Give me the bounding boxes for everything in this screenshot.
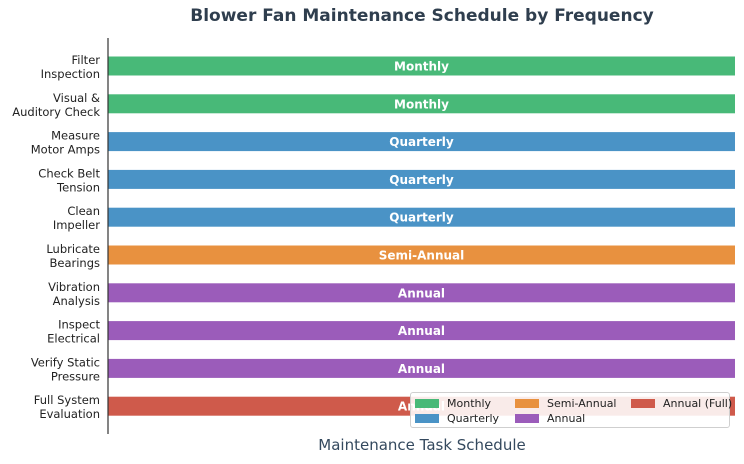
- legend-entry: Monthly: [415, 397, 491, 410]
- legend-label: Annual: [547, 412, 586, 425]
- y-tick-label: Vibration Analysis: [48, 280, 100, 308]
- bar: [108, 56, 735, 76]
- bar-data-label: Quarterly: [389, 211, 454, 225]
- legend-entry: Quarterly: [415, 412, 499, 425]
- legend-swatch: [631, 399, 655, 408]
- legend-swatch: [415, 414, 439, 423]
- y-tick-label: Lubricate Bearings: [46, 242, 100, 270]
- legend-entry: Semi-Annual: [515, 397, 617, 410]
- y-tick-label: Clean Impeller: [53, 204, 100, 232]
- bar-data-label: Monthly: [394, 97, 449, 111]
- legend-swatch: [515, 414, 539, 423]
- bar: [108, 207, 735, 227]
- y-tick-label: Full System Evaluation: [34, 393, 100, 421]
- y-tick-label: Verify Static Pressure: [31, 355, 100, 383]
- legend-swatch: [415, 399, 439, 408]
- y-tick-label: Check Belt Tension: [38, 166, 100, 194]
- bar: [108, 283, 735, 303]
- bar-data-label: Quarterly: [389, 173, 454, 187]
- legend-label: Semi-Annual: [547, 397, 617, 410]
- bar: [108, 94, 735, 114]
- x-axis-label: Maintenance Task Schedule: [318, 436, 526, 454]
- bar-data-label: Annual: [398, 286, 445, 300]
- legend: Monthly Quarterly Semi-Annual Annual Annual …: [410, 392, 732, 428]
- bar: [108, 132, 735, 152]
- bar: [108, 358, 735, 378]
- y-tick-label: Filter Inspection: [41, 53, 101, 81]
- bar-data-label: Annual: [398, 362, 445, 376]
- y-tick-label: Inspect Electrical: [47, 318, 100, 346]
- y-tick-labels: Filter Inspection Visual & Auditory Check Me…: [12, 53, 100, 421]
- legend-label: Monthly: [447, 397, 492, 410]
- bar: [108, 245, 735, 265]
- bar-data-label: Semi-Annual: [379, 249, 465, 263]
- bar-data-label: Quarterly: [389, 135, 454, 149]
- legend-swatch: [515, 399, 539, 408]
- legend-entry: Annual (Full): [631, 397, 732, 410]
- bar: [108, 169, 735, 189]
- y-tick-label: Measure Motor Amps: [31, 129, 100, 157]
- bar-data-label: Monthly: [394, 60, 449, 74]
- legend-label: Quarterly: [447, 412, 500, 425]
- y-tick-label: Visual & Auditory Check: [12, 91, 100, 119]
- chart-title: Blower Fan Maintenance Schedule by Frequ…: [190, 6, 654, 26]
- legend-label: Annual (Full): [663, 397, 733, 410]
- bar: [108, 321, 735, 341]
- bar-data-label: Annual: [398, 324, 445, 338]
- legend-entry: Annual: [515, 412, 585, 425]
